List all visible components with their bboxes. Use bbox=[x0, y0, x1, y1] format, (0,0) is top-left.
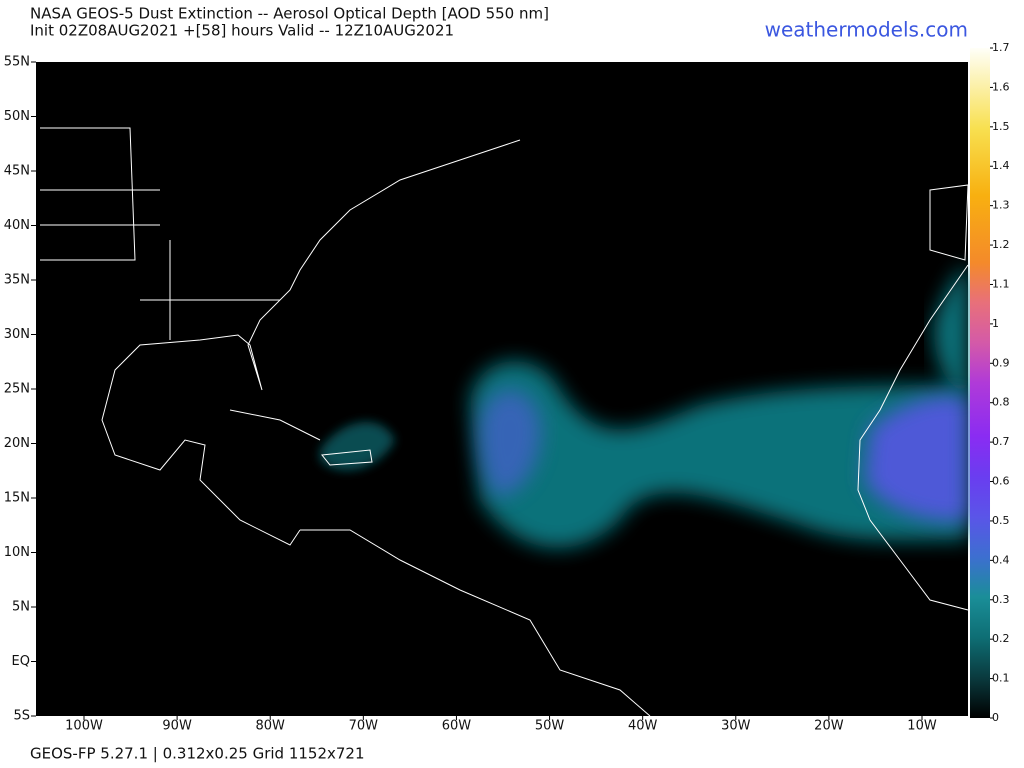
lon-label: 90W bbox=[162, 719, 192, 734]
colorbar-label: 1.3 bbox=[992, 199, 1010, 212]
lat-label: 15N bbox=[4, 491, 30, 506]
colorbar-label: 1.5 bbox=[992, 120, 1010, 133]
lon-label: 80W bbox=[256, 719, 286, 734]
footer: GEOS-FP 5.27.1 | 0.312x0.25 Grid 1152x72… bbox=[30, 745, 365, 763]
lat-label: EQ bbox=[12, 654, 30, 669]
colorbar-label: 0 bbox=[992, 711, 999, 724]
colorbar-label: 1.7 bbox=[992, 41, 1010, 54]
lon-label: 20W bbox=[814, 719, 844, 734]
title: NASA GEOS-5 Dust Extinction -- Aerosol O… bbox=[30, 5, 549, 23]
lat-label: 45N bbox=[4, 164, 30, 179]
colorbar-label: 0.8 bbox=[992, 396, 1010, 409]
colorbar-label: 0.3 bbox=[992, 593, 1010, 606]
lat-label: 40N bbox=[4, 218, 30, 233]
colorbar-label: 0.6 bbox=[992, 475, 1010, 488]
subtitle: Init 02Z08AUG2021 +[58] hours Valid -- 1… bbox=[30, 22, 454, 40]
lon-label: 100W bbox=[65, 719, 103, 734]
colorbar-label: 0.2 bbox=[992, 632, 1010, 645]
lon-label: 10W bbox=[907, 719, 937, 734]
colorbar-label: 1 bbox=[992, 317, 999, 330]
lat-label: 20N bbox=[4, 436, 30, 451]
lat-label: 30N bbox=[4, 327, 30, 342]
lon-label: 30W bbox=[721, 719, 751, 734]
lat-label: 5S bbox=[13, 709, 30, 724]
site-name: weathermodels.com bbox=[765, 18, 968, 42]
colorbar-label: 0.9 bbox=[992, 356, 1010, 369]
dust-plume bbox=[320, 265, 968, 548]
colorbar-label: 1.2 bbox=[992, 238, 1010, 251]
colorbar-label: 1.6 bbox=[992, 80, 1010, 93]
lat-label: 10N bbox=[4, 545, 30, 560]
lat-label: 5N bbox=[12, 600, 30, 615]
lat-label: 25N bbox=[4, 382, 30, 397]
lon-label: 70W bbox=[349, 719, 379, 734]
colorbar-label: 0.4 bbox=[992, 553, 1010, 566]
lon-label: 50W bbox=[535, 719, 565, 734]
colorbar-label: 0.1 bbox=[992, 672, 1010, 685]
colorbar bbox=[970, 48, 990, 718]
lat-label: 35N bbox=[4, 273, 30, 288]
lon-label: 40W bbox=[628, 719, 658, 734]
coastlines bbox=[40, 127, 969, 717]
lat-label: 55N bbox=[4, 55, 30, 70]
lon-label: 60W bbox=[442, 719, 472, 734]
lat-label: 50N bbox=[4, 109, 30, 124]
colorbar-label: 0.7 bbox=[992, 435, 1010, 448]
colorbar-label: 1.1 bbox=[992, 277, 1010, 290]
colorbar-label: 1.4 bbox=[992, 159, 1010, 172]
colorbar-label: 0.5 bbox=[992, 514, 1010, 527]
